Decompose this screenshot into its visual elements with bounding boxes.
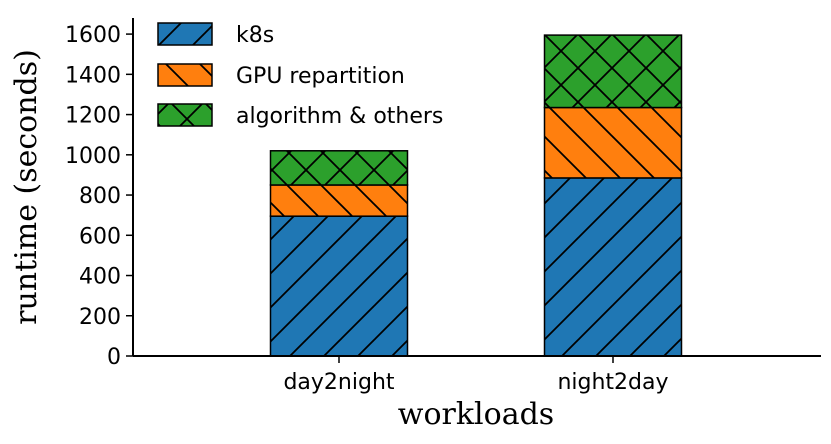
bar-night2day-algorithm-others — [543, 34, 683, 109]
x-tick-label: day2night — [283, 370, 394, 395]
legend-label: algorithm & others — [236, 104, 443, 129]
y-tick-label: 1000 — [65, 144, 121, 169]
y-tick-label: 0 — [107, 345, 121, 370]
y-tick-label: 1200 — [65, 104, 121, 129]
legend: k8s GPU repartition algorithm & others — [157, 22, 443, 129]
y-axis-title: runtime (seconds) — [9, 49, 44, 325]
bar-night2day-gpu-repartition — [543, 106, 683, 179]
y-tick-label: 200 — [79, 305, 121, 330]
y-tick-label: 1400 — [65, 63, 121, 88]
y-tick-label: 800 — [79, 184, 121, 209]
x-tick-label: night2day — [557, 370, 668, 395]
y-tick-label: 400 — [79, 265, 121, 290]
bar-day2night-k8s — [269, 215, 409, 357]
y-ticks-group: 0 200 400 600 800 1000 1200 1400 1600 — [65, 23, 133, 370]
y-tick-label: 600 — [79, 224, 121, 249]
legend-swatch — [157, 103, 213, 127]
bar-day2night-algorithm-others — [269, 150, 409, 186]
y-tick-label: 1600 — [65, 23, 121, 48]
bar-night2day-k8s — [543, 177, 683, 357]
legend-label: GPU repartition — [236, 64, 405, 89]
x-ticks-group: day2night night2day — [283, 356, 669, 395]
bars-group — [269, 34, 683, 357]
legend-swatch — [157, 63, 213, 87]
legend-label: k8s — [236, 23, 274, 48]
legend-swatch — [157, 22, 213, 46]
x-axis-title: workloads — [398, 397, 554, 432]
bar-day2night-gpu-repartition — [269, 184, 409, 217]
